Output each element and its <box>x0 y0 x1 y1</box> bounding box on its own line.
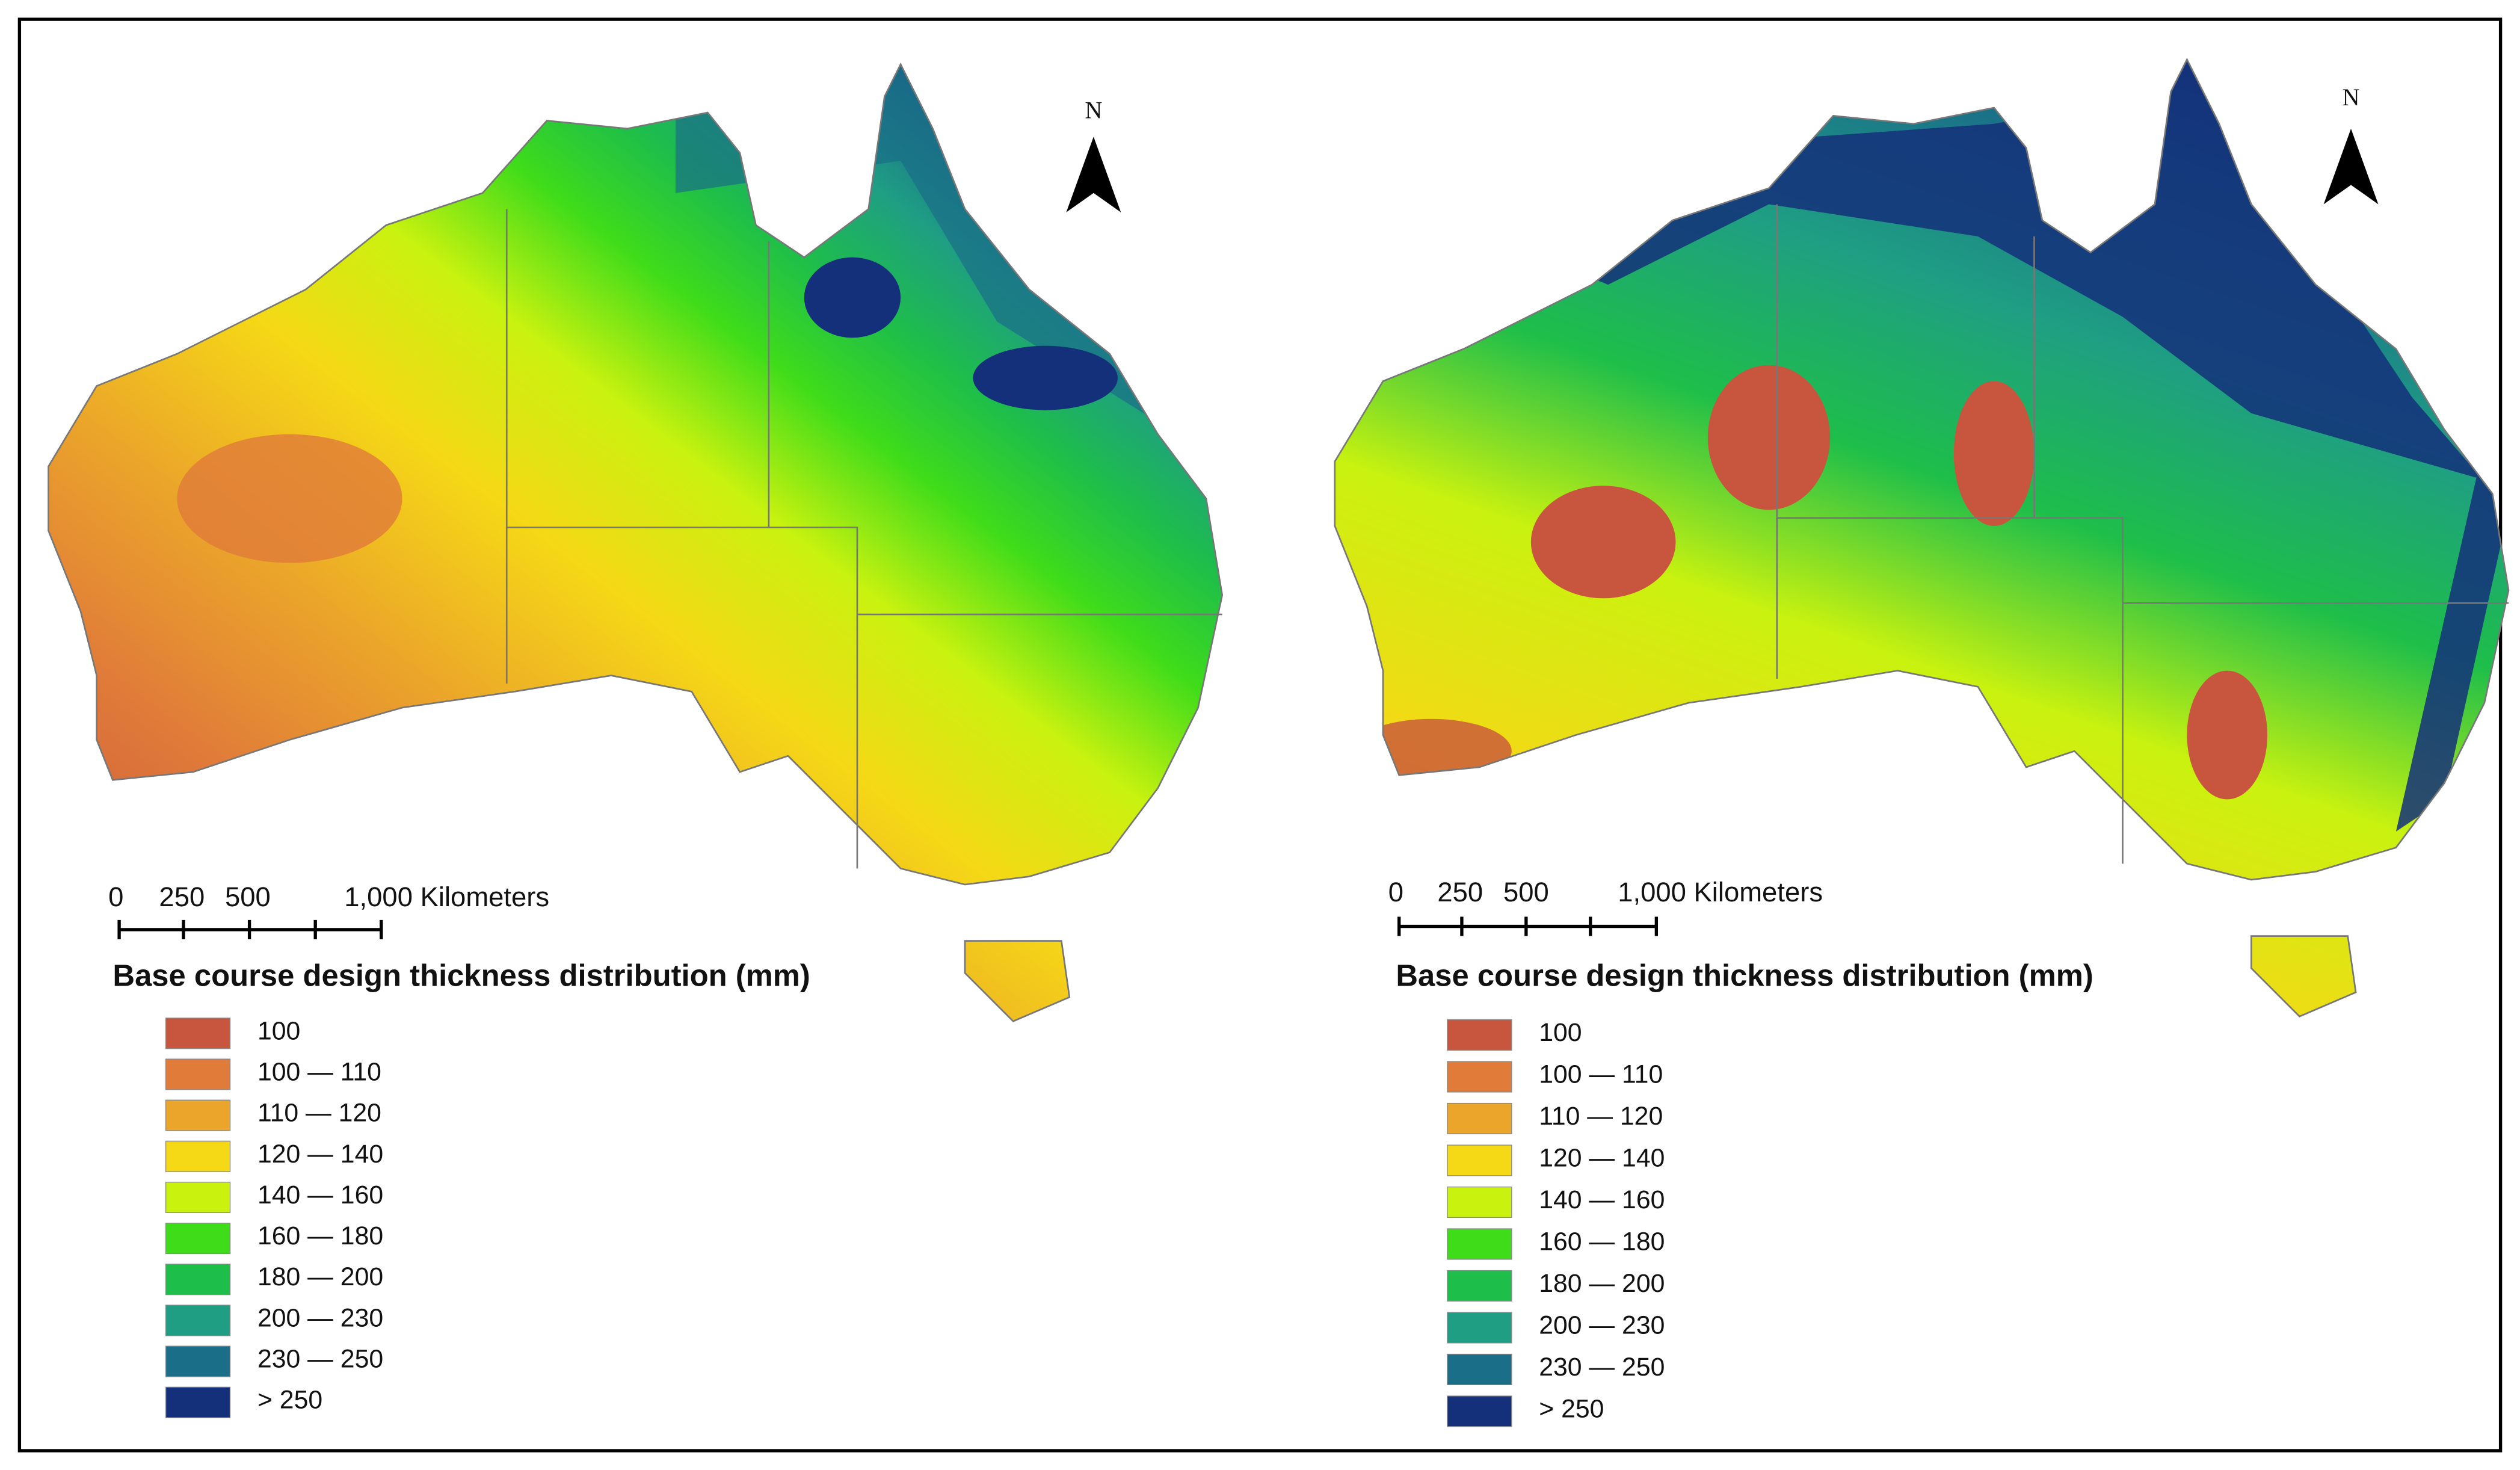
scale-label: 500 <box>225 882 271 912</box>
legend-title: Base course design thickness distributio… <box>1396 959 2093 993</box>
map-zone <box>804 257 901 338</box>
legend-label: 200 — 230 <box>1539 1311 1665 1339</box>
legend-swatch <box>165 1345 231 1377</box>
legend-label: 110 — 120 <box>1539 1102 1663 1131</box>
legend-swatch <box>1447 1312 1512 1344</box>
legend-swatch <box>165 1181 231 1214</box>
legend-swatch <box>165 1099 231 1131</box>
scale-label: 1,000 Kilometers <box>344 882 549 912</box>
scale-label: 0 <box>108 882 123 912</box>
north-arrow <box>1066 137 1121 212</box>
scale-label: 500 <box>1503 877 1549 907</box>
scale-label: 0 <box>1388 877 1403 907</box>
legend-swatch <box>165 1140 231 1172</box>
state-border <box>505 209 1222 869</box>
legend-swatch <box>1447 1270 1512 1302</box>
map-zone <box>177 434 402 563</box>
legend-label: 200 — 230 <box>257 1303 383 1332</box>
legend-label: 100 <box>257 1016 300 1045</box>
legend-label: 230 — 250 <box>1539 1353 1665 1382</box>
legend-label: 140 — 160 <box>257 1181 383 1209</box>
legend-title: Base course design thickness distributio… <box>112 959 810 993</box>
legend-swatch <box>165 1223 231 1255</box>
legend-swatch <box>1447 1061 1512 1093</box>
map-zone <box>2187 670 2268 800</box>
legend-swatch <box>165 1018 231 1049</box>
map-zone <box>1527 59 2509 832</box>
map-left: N 0 250 500 1,000 Kilometers Base course… <box>48 63 1224 1022</box>
state-border <box>1776 204 2509 864</box>
legend-swatch <box>1447 1186 1512 1218</box>
legend-label: 160 — 180 <box>257 1221 383 1250</box>
legend-label: 100 — 110 <box>257 1057 381 1086</box>
legend-swatch <box>1447 1228 1512 1260</box>
legend-swatch <box>1447 1395 1512 1427</box>
scale-bar <box>117 919 383 939</box>
legend-swatch <box>1447 1353 1512 1386</box>
north-label: N <box>1085 96 1102 123</box>
scale-bar <box>1397 916 1659 936</box>
map-zone <box>1351 718 1512 783</box>
legend-label: > 250 <box>1539 1394 1604 1423</box>
legend-label: 180 — 200 <box>257 1262 383 1291</box>
legend-swatch <box>165 1305 231 1336</box>
legend-swatch <box>1447 1019 1512 1051</box>
legend-label: 160 — 180 <box>1539 1227 1665 1256</box>
legend-swatch <box>1447 1144 1512 1176</box>
legend-swatch <box>165 1264 231 1296</box>
legend-label: 120 — 140 <box>257 1140 383 1169</box>
legend-label: 110 — 120 <box>257 1099 381 1128</box>
legend-label: 140 — 160 <box>1539 1185 1665 1214</box>
scale-label: 250 <box>159 882 205 912</box>
map-zone <box>1707 365 1831 510</box>
legend-label: 180 — 200 <box>1539 1269 1665 1298</box>
north-label: N <box>2343 84 2360 111</box>
legend-label: 120 — 140 <box>1539 1143 1665 1172</box>
legend-label: 100 <box>1539 1018 1582 1047</box>
legend-swatch <box>165 1386 231 1418</box>
scale-label: 250 <box>1437 877 1483 907</box>
map-zone <box>1530 486 1676 599</box>
map-zone <box>1953 381 2035 527</box>
legend-label: 100 — 110 <box>1539 1060 1663 1089</box>
frame <box>17 17 2503 1453</box>
scale-label: 1,000 Kilometers <box>1618 877 1823 907</box>
legend-swatch <box>1447 1102 1512 1135</box>
north-arrow <box>2323 128 2379 205</box>
legend-label: > 250 <box>257 1386 322 1415</box>
map-zone <box>973 345 1118 410</box>
map-right: N 0 250 500 1,000 Kilometers Base course… <box>1334 58 2510 1018</box>
legend-label: 230 — 250 <box>257 1345 383 1374</box>
legend-swatch <box>165 1058 231 1090</box>
